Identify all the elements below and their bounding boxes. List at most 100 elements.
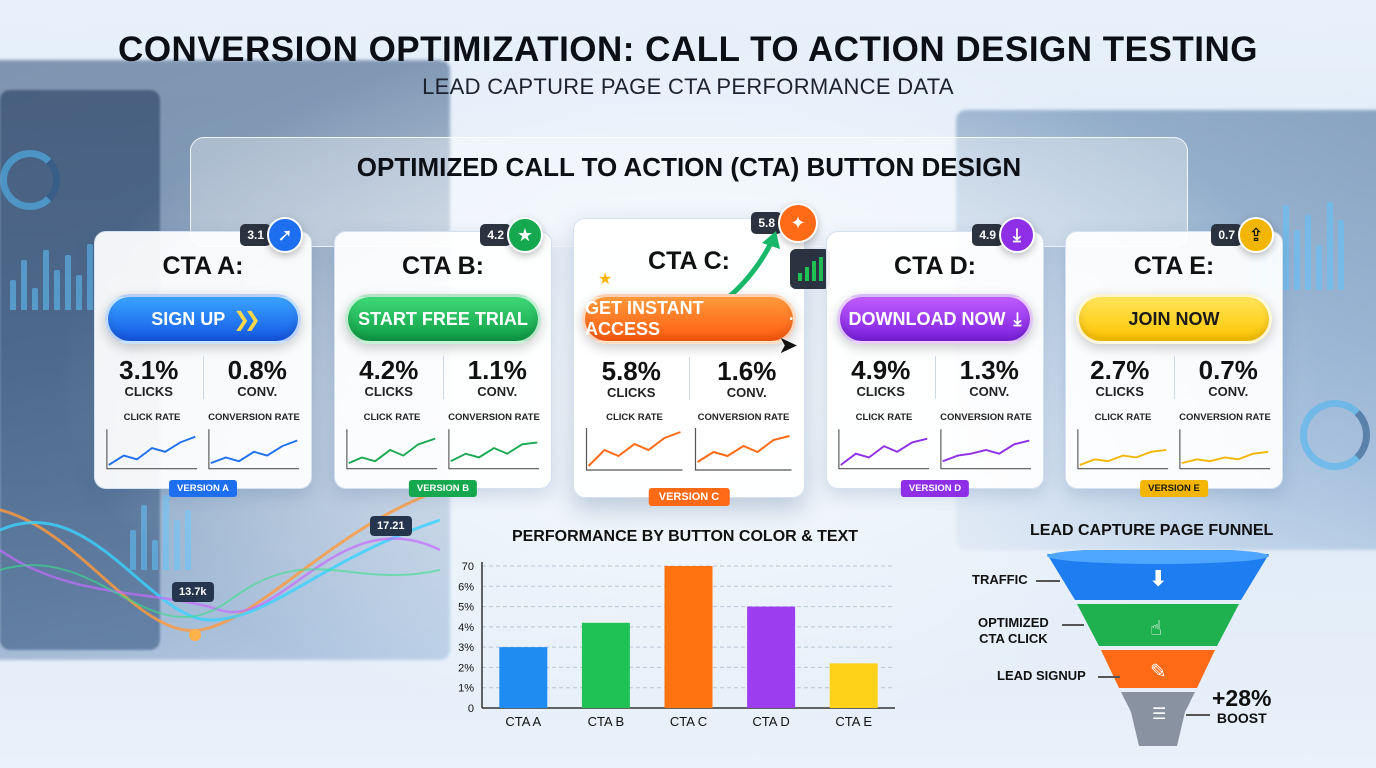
badge-score: 4.9 xyxy=(972,224,1003,246)
conversion-label: CONV. xyxy=(726,385,767,400)
page-title: CONVERSION OPTIMIZATION: CALL TO ACTION … xyxy=(118,30,1258,69)
bar-cta-a xyxy=(499,647,548,708)
click-rate-label: CLICK RATE xyxy=(606,412,663,423)
x-tick-label: CTA C xyxy=(670,714,707,729)
funnel-title: LEAD CAPTURE PAGE FUNNEL xyxy=(1030,522,1274,539)
bar-cta-b xyxy=(581,622,630,708)
conversion-label: CONV. xyxy=(969,384,1010,399)
cursor-icon: ➚ xyxy=(267,217,303,253)
version-tag: VERSION E xyxy=(1140,480,1208,497)
metrics-row: 5.8% CLICKS 1.6% CONV. xyxy=(574,357,804,400)
list-icon: ☰ xyxy=(1152,706,1167,723)
background-tag: 17.21 xyxy=(370,516,412,536)
x-tick-label: CTA D xyxy=(752,714,789,729)
clicks-value: 5.8% xyxy=(601,356,661,386)
funnel-stage-lead-signup xyxy=(1101,650,1215,688)
conversion-label: CONV. xyxy=(1208,384,1249,399)
click-rate-sparkline xyxy=(585,428,683,471)
button-label: SIGN UP xyxy=(151,308,226,329)
cta-card-b: 4.2 ★ CTA B: START FREE TRIAL 4.2% CLICKS… xyxy=(334,217,552,497)
badge-score: 4.2 xyxy=(480,224,511,246)
start-free-trial-button[interactable]: START FREE TRIAL xyxy=(345,294,541,344)
chevrons-icon: ❯❯ xyxy=(233,308,260,331)
badge-score: 3.1 xyxy=(240,224,271,246)
clicks-label: CLICKS xyxy=(364,384,413,399)
funnel-label-cta-click: OPTIMIZED CTA CLICK xyxy=(978,615,1049,646)
version-tag: VERSION A xyxy=(169,480,237,497)
conversion-value: 1.6% xyxy=(717,356,777,386)
upload-box-icon: ⇪ xyxy=(1238,217,1274,253)
cta-card-d: 4.9 ⤓ CTA D: DOWNLOAD NOW ⤓ 4.9% CLICKS 1… xyxy=(826,217,1044,497)
conversion-rate-sparkline xyxy=(1179,429,1271,470)
download-now-button[interactable]: DOWNLOAD NOW ⤓ xyxy=(837,294,1033,344)
clicks-value: 4.2% xyxy=(359,355,419,385)
score-badge: 0.7 ⇪ xyxy=(1211,217,1274,253)
clicks-label: CLICKS xyxy=(607,385,656,400)
funnel-label-lead-signup: LEAD SIGNUP xyxy=(997,668,1086,683)
conversion-rate-sparkline xyxy=(940,429,1032,470)
clicks-label: CLICKS xyxy=(1095,384,1144,399)
download-icon: ⤓ xyxy=(1013,308,1022,329)
conversion-rate-sparkline xyxy=(448,429,540,470)
connector-line xyxy=(1098,676,1120,678)
user-edit-icon: ✎ xyxy=(1150,661,1167,683)
conversion-value: 0.7% xyxy=(1198,355,1258,385)
boost-stat: +28% BOOST xyxy=(1212,686,1271,726)
metrics-row: 2.7% CLICKS 0.7% CONV. xyxy=(1066,356,1282,399)
x-tick-label: CTA A xyxy=(505,714,541,729)
tap-icon: ☝ xyxy=(1150,618,1163,640)
button-label: START FREE TRIAL xyxy=(358,308,528,329)
clicks-value: 3.1% xyxy=(119,355,179,385)
connector-line xyxy=(1186,714,1210,716)
conversion-label: CONV. xyxy=(477,384,518,399)
version-tag: VERSION B xyxy=(408,480,478,497)
y-tick-label: 3% xyxy=(458,642,474,654)
boost-value: +28% xyxy=(1212,685,1272,711)
sparkle-star-icon: ✦ xyxy=(778,203,818,243)
click-rate-label: CLICK RATE xyxy=(123,412,181,423)
funnel-stage-cta-click xyxy=(1077,604,1239,646)
click-rate-label: CLICK RATE xyxy=(363,412,421,423)
funnel-stage-boost xyxy=(1121,692,1195,746)
conversion-label: CONV. xyxy=(237,384,278,399)
click-rate-sparkline xyxy=(346,429,438,470)
get-instant-access-button[interactable]: GET INSTANT ACCESS • xyxy=(582,294,796,344)
y-tick-label: 2% xyxy=(458,662,474,674)
sparkle-icon: ★ xyxy=(598,271,613,288)
card-title: CTA D: xyxy=(894,252,976,280)
y-tick-label: 5% xyxy=(458,602,474,614)
y-tick-label: 70 xyxy=(462,561,474,573)
button-label: GET INSTANT ACCESS xyxy=(585,298,704,339)
chart-title: PERFORMANCE BY BUTTON COLOR & TEXT xyxy=(511,528,859,545)
mini-chart-icon xyxy=(790,249,830,289)
click-rate-sparkline xyxy=(106,429,198,470)
star-icon: ★ xyxy=(507,217,543,253)
join-now-button[interactable]: JOIN NOW xyxy=(1076,294,1272,344)
conversion-rate-label: CONVERSION RATE xyxy=(448,412,540,423)
score-badge: 4.2 ★ xyxy=(480,217,543,253)
conversion-rate-label: CONVERSION RATE xyxy=(697,412,790,423)
button-label: JOIN NOW xyxy=(1128,308,1220,329)
metrics-row: 4.9% CLICKS 1.3% CONV. xyxy=(827,356,1043,399)
click-rate-label: CLICK RATE xyxy=(855,412,913,423)
conversion-rate-sparkline xyxy=(694,428,792,471)
badge-score: 5.8 xyxy=(751,212,782,234)
sign-up-button[interactable]: SIGN UP ❯❯ xyxy=(105,294,301,344)
button-label: DOWNLOAD NOW xyxy=(848,308,1006,329)
conversion-value: 1.3% xyxy=(959,355,1019,385)
metrics-row: 4.2% CLICKS 1.1% CONV. xyxy=(335,356,551,399)
x-tick-label: CTA B xyxy=(588,714,625,729)
funnel-stage-traffic xyxy=(1047,554,1269,600)
cta-card-c: 5.8 ✦ ★ CTA C: GET INSTANT ACCESS • ➤ 5.… xyxy=(573,203,830,506)
conversion-rate-label: CONVERSION RATE xyxy=(208,412,300,423)
download-icon: ⤓ xyxy=(999,217,1035,253)
card-title: CTA E: xyxy=(1133,252,1215,280)
conversion-rate-label: CONVERSION RATE xyxy=(940,412,1032,423)
bar-chart-svg: 0 1% 2% 3% 4% 5% 6% 70 CTA A CTA B CTA C CTA D CTA E xyxy=(458,561,895,729)
badge-score: 0.7 xyxy=(1211,224,1242,246)
version-tag: VERSION C xyxy=(648,488,730,506)
clicks-value: 4.9% xyxy=(851,355,911,385)
score-badge: 4.9 ⤓ xyxy=(972,217,1035,253)
conversion-value: 1.1% xyxy=(467,355,527,385)
arrow-down-icon: ⬇ xyxy=(1149,566,1168,591)
